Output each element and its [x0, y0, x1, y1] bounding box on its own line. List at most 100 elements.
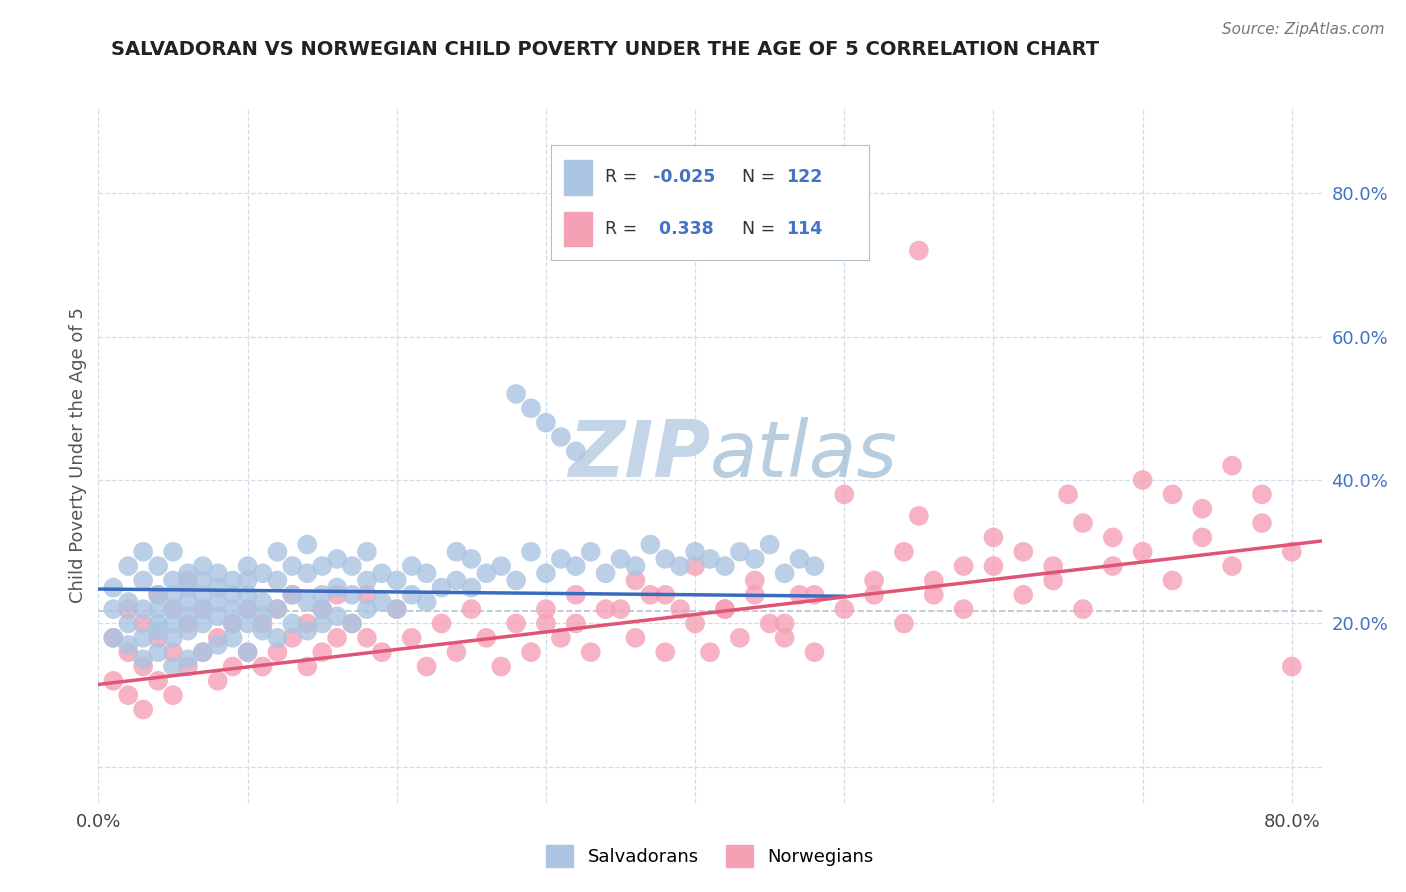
Point — [103, 673, 125, 688]
Point — [683, 616, 706, 631]
Point — [117, 688, 139, 702]
Point — [326, 588, 349, 602]
Point — [146, 673, 169, 688]
Point — [520, 645, 543, 659]
Point — [1071, 516, 1094, 530]
Point — [236, 588, 259, 602]
Point — [132, 545, 155, 559]
Point — [922, 588, 945, 602]
Point — [162, 574, 184, 588]
Point — [266, 602, 288, 616]
Point — [207, 673, 229, 688]
Point — [132, 631, 155, 645]
Text: N =: N = — [742, 220, 775, 238]
Point — [177, 624, 200, 638]
Point — [146, 559, 169, 574]
Point — [520, 401, 543, 416]
Point — [385, 602, 408, 616]
Point — [221, 659, 243, 673]
Point — [177, 652, 200, 666]
Point — [326, 581, 349, 595]
Point — [117, 595, 139, 609]
Point — [191, 574, 214, 588]
Point — [132, 574, 155, 588]
Point — [311, 602, 333, 616]
Point — [162, 602, 184, 616]
Text: SALVADORAN VS NORWEGIAN CHILD POVERTY UNDER THE AGE OF 5 CORRELATION CHART: SALVADORAN VS NORWEGIAN CHILD POVERTY UN… — [111, 40, 1098, 59]
Point — [132, 602, 155, 616]
Point — [505, 387, 527, 401]
Text: R =: R = — [605, 169, 637, 186]
Point — [1161, 574, 1184, 588]
Point — [371, 645, 394, 659]
Point — [983, 559, 1005, 574]
Text: -0.025: -0.025 — [652, 169, 716, 186]
Point — [266, 545, 288, 559]
Point — [893, 545, 915, 559]
Point — [565, 616, 588, 631]
Point — [371, 595, 394, 609]
Point — [236, 602, 259, 616]
Point — [162, 659, 184, 673]
Point — [773, 631, 796, 645]
Point — [1071, 602, 1094, 616]
Text: N =: N = — [742, 169, 775, 186]
Point — [252, 566, 274, 581]
Point — [415, 595, 437, 609]
Point — [221, 631, 243, 645]
Point — [177, 659, 200, 673]
Point — [683, 559, 706, 574]
Point — [1281, 545, 1303, 559]
Point — [922, 574, 945, 588]
Point — [103, 631, 125, 645]
Point — [221, 588, 243, 602]
Text: ZIP: ZIP — [568, 417, 710, 493]
Point — [728, 631, 751, 645]
Point — [565, 444, 588, 458]
Text: Source: ZipAtlas.com: Source: ZipAtlas.com — [1222, 22, 1385, 37]
Point — [550, 430, 572, 444]
Point — [460, 581, 482, 595]
Point — [640, 588, 662, 602]
Point — [385, 574, 408, 588]
Point — [1101, 530, 1123, 544]
Point — [401, 631, 423, 645]
Bar — [564, 212, 592, 246]
Point — [489, 659, 512, 673]
Point — [207, 638, 229, 652]
Point — [640, 538, 662, 552]
Point — [952, 559, 974, 574]
Point — [191, 645, 214, 659]
Point — [803, 559, 825, 574]
Point — [340, 616, 363, 631]
Point — [699, 552, 721, 566]
Point — [326, 631, 349, 645]
Point — [252, 624, 274, 638]
Point — [758, 616, 780, 631]
Point — [236, 574, 259, 588]
Point — [132, 702, 155, 716]
Point — [624, 559, 647, 574]
Point — [340, 616, 363, 631]
Point — [565, 559, 588, 574]
Point — [266, 645, 288, 659]
Point — [340, 588, 363, 602]
Point — [266, 602, 288, 616]
Point — [191, 602, 214, 616]
Point — [297, 595, 319, 609]
Point — [744, 574, 766, 588]
Point — [177, 616, 200, 631]
Point — [177, 581, 200, 595]
Point — [221, 602, 243, 616]
Point — [1191, 530, 1213, 544]
Point — [699, 645, 721, 659]
Point — [1057, 487, 1080, 501]
Point — [191, 559, 214, 574]
Point — [624, 574, 647, 588]
Text: atlas: atlas — [710, 417, 898, 493]
Point — [1132, 473, 1154, 487]
Point — [1012, 545, 1035, 559]
Text: R =: R = — [605, 220, 637, 238]
Point — [789, 552, 811, 566]
Point — [983, 530, 1005, 544]
